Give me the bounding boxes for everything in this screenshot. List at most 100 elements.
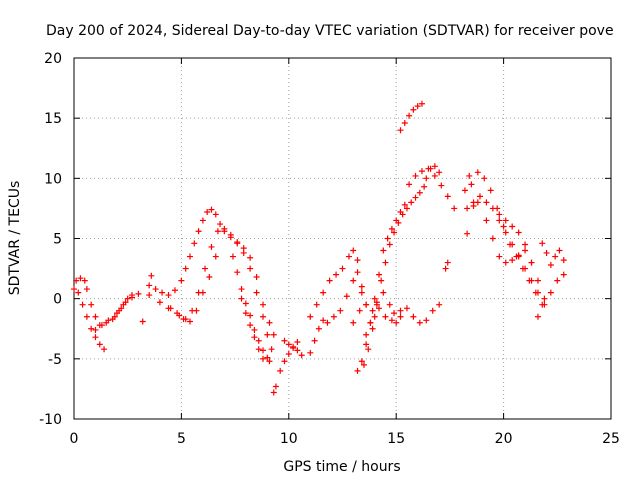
data-point bbox=[199, 217, 206, 224]
data-point bbox=[358, 283, 365, 290]
data-point bbox=[382, 259, 389, 266]
data-point bbox=[515, 252, 522, 259]
data-point bbox=[378, 277, 385, 284]
data-point bbox=[481, 175, 488, 182]
grid bbox=[74, 58, 611, 419]
data-point bbox=[416, 189, 423, 196]
data-point bbox=[255, 337, 262, 344]
data-point bbox=[88, 325, 95, 332]
series-track-l bbox=[307, 247, 370, 338]
data-point bbox=[483, 217, 490, 224]
series-track-c bbox=[92, 292, 135, 333]
data-point bbox=[92, 326, 99, 333]
data-point bbox=[554, 277, 561, 284]
data-point bbox=[88, 301, 95, 308]
data-point bbox=[509, 241, 516, 248]
data-point bbox=[98, 322, 105, 329]
data-point bbox=[429, 307, 436, 314]
series-track-u bbox=[464, 193, 541, 296]
x-tick-label: 10 bbox=[280, 431, 298, 447]
data-point bbox=[234, 240, 241, 247]
data-point bbox=[212, 211, 219, 218]
data-point bbox=[313, 301, 320, 308]
data-point bbox=[337, 307, 344, 314]
data-point bbox=[238, 295, 245, 302]
data-point bbox=[238, 286, 245, 293]
data-point bbox=[363, 331, 370, 338]
series-track-p bbox=[354, 201, 408, 374]
data-point bbox=[393, 319, 400, 326]
data-point bbox=[541, 295, 548, 302]
data-point bbox=[92, 313, 99, 320]
data-point bbox=[320, 289, 327, 296]
data-point bbox=[260, 347, 267, 354]
series-track-y bbox=[539, 240, 567, 268]
data-point bbox=[255, 346, 262, 353]
data-point bbox=[406, 181, 413, 188]
data-point bbox=[391, 310, 398, 317]
data-point bbox=[522, 265, 529, 272]
data-point bbox=[534, 289, 541, 296]
data-point bbox=[528, 277, 535, 284]
data-point bbox=[360, 361, 367, 368]
data-point bbox=[547, 289, 554, 296]
data-point bbox=[380, 289, 387, 296]
data-point bbox=[186, 253, 193, 260]
data-point bbox=[159, 289, 166, 296]
data-point bbox=[324, 319, 331, 326]
data-point bbox=[101, 346, 108, 353]
data-point bbox=[502, 259, 509, 266]
data-point bbox=[397, 313, 404, 320]
series-track-o bbox=[360, 183, 428, 368]
data-point bbox=[386, 241, 393, 248]
data-point bbox=[496, 217, 503, 224]
data-point bbox=[260, 301, 267, 308]
data-point bbox=[111, 313, 118, 320]
data-point bbox=[146, 292, 153, 299]
data-point bbox=[522, 247, 529, 254]
y-tick-label: 0 bbox=[53, 292, 62, 308]
series-track-k bbox=[307, 317, 327, 356]
data-point bbox=[152, 286, 159, 293]
data-point bbox=[487, 187, 494, 194]
data-point bbox=[73, 277, 80, 284]
data-point bbox=[251, 334, 258, 341]
data-point bbox=[363, 301, 370, 308]
data-point bbox=[408, 199, 415, 206]
x-tick-label: 20 bbox=[495, 431, 513, 447]
data-point bbox=[363, 341, 370, 348]
series-track-w bbox=[496, 211, 548, 302]
data-point bbox=[470, 203, 477, 210]
data-point bbox=[247, 265, 254, 272]
data-point bbox=[311, 337, 318, 344]
data-point bbox=[208, 243, 215, 250]
data-point bbox=[135, 290, 142, 297]
data-point bbox=[221, 225, 228, 232]
data-point bbox=[212, 253, 219, 260]
data-point bbox=[414, 103, 421, 110]
data-point bbox=[240, 249, 247, 256]
y-tick-label: -5 bbox=[48, 352, 62, 368]
data-point bbox=[547, 261, 554, 268]
series-track-m bbox=[324, 269, 383, 326]
data-point bbox=[541, 301, 548, 308]
data-point bbox=[369, 307, 376, 314]
chart-title: Day 200 of 2024, Sidereal Day-to-day VTE… bbox=[46, 23, 614, 39]
data-point bbox=[354, 367, 361, 374]
data-point bbox=[444, 193, 451, 200]
data-point bbox=[180, 316, 187, 323]
series-track-d bbox=[146, 206, 277, 338]
x-tick-label: 0 bbox=[70, 431, 79, 447]
data-point bbox=[431, 163, 438, 170]
data-point bbox=[416, 319, 423, 326]
data-point bbox=[489, 205, 496, 212]
data-point bbox=[320, 317, 327, 324]
data-point bbox=[277, 367, 284, 374]
data-point bbox=[393, 217, 400, 224]
data-point bbox=[83, 313, 90, 320]
data-point bbox=[191, 240, 198, 247]
data-point bbox=[186, 318, 193, 325]
data-point bbox=[264, 331, 271, 338]
data-point bbox=[560, 257, 567, 264]
y-tick-label: 20 bbox=[44, 51, 62, 67]
